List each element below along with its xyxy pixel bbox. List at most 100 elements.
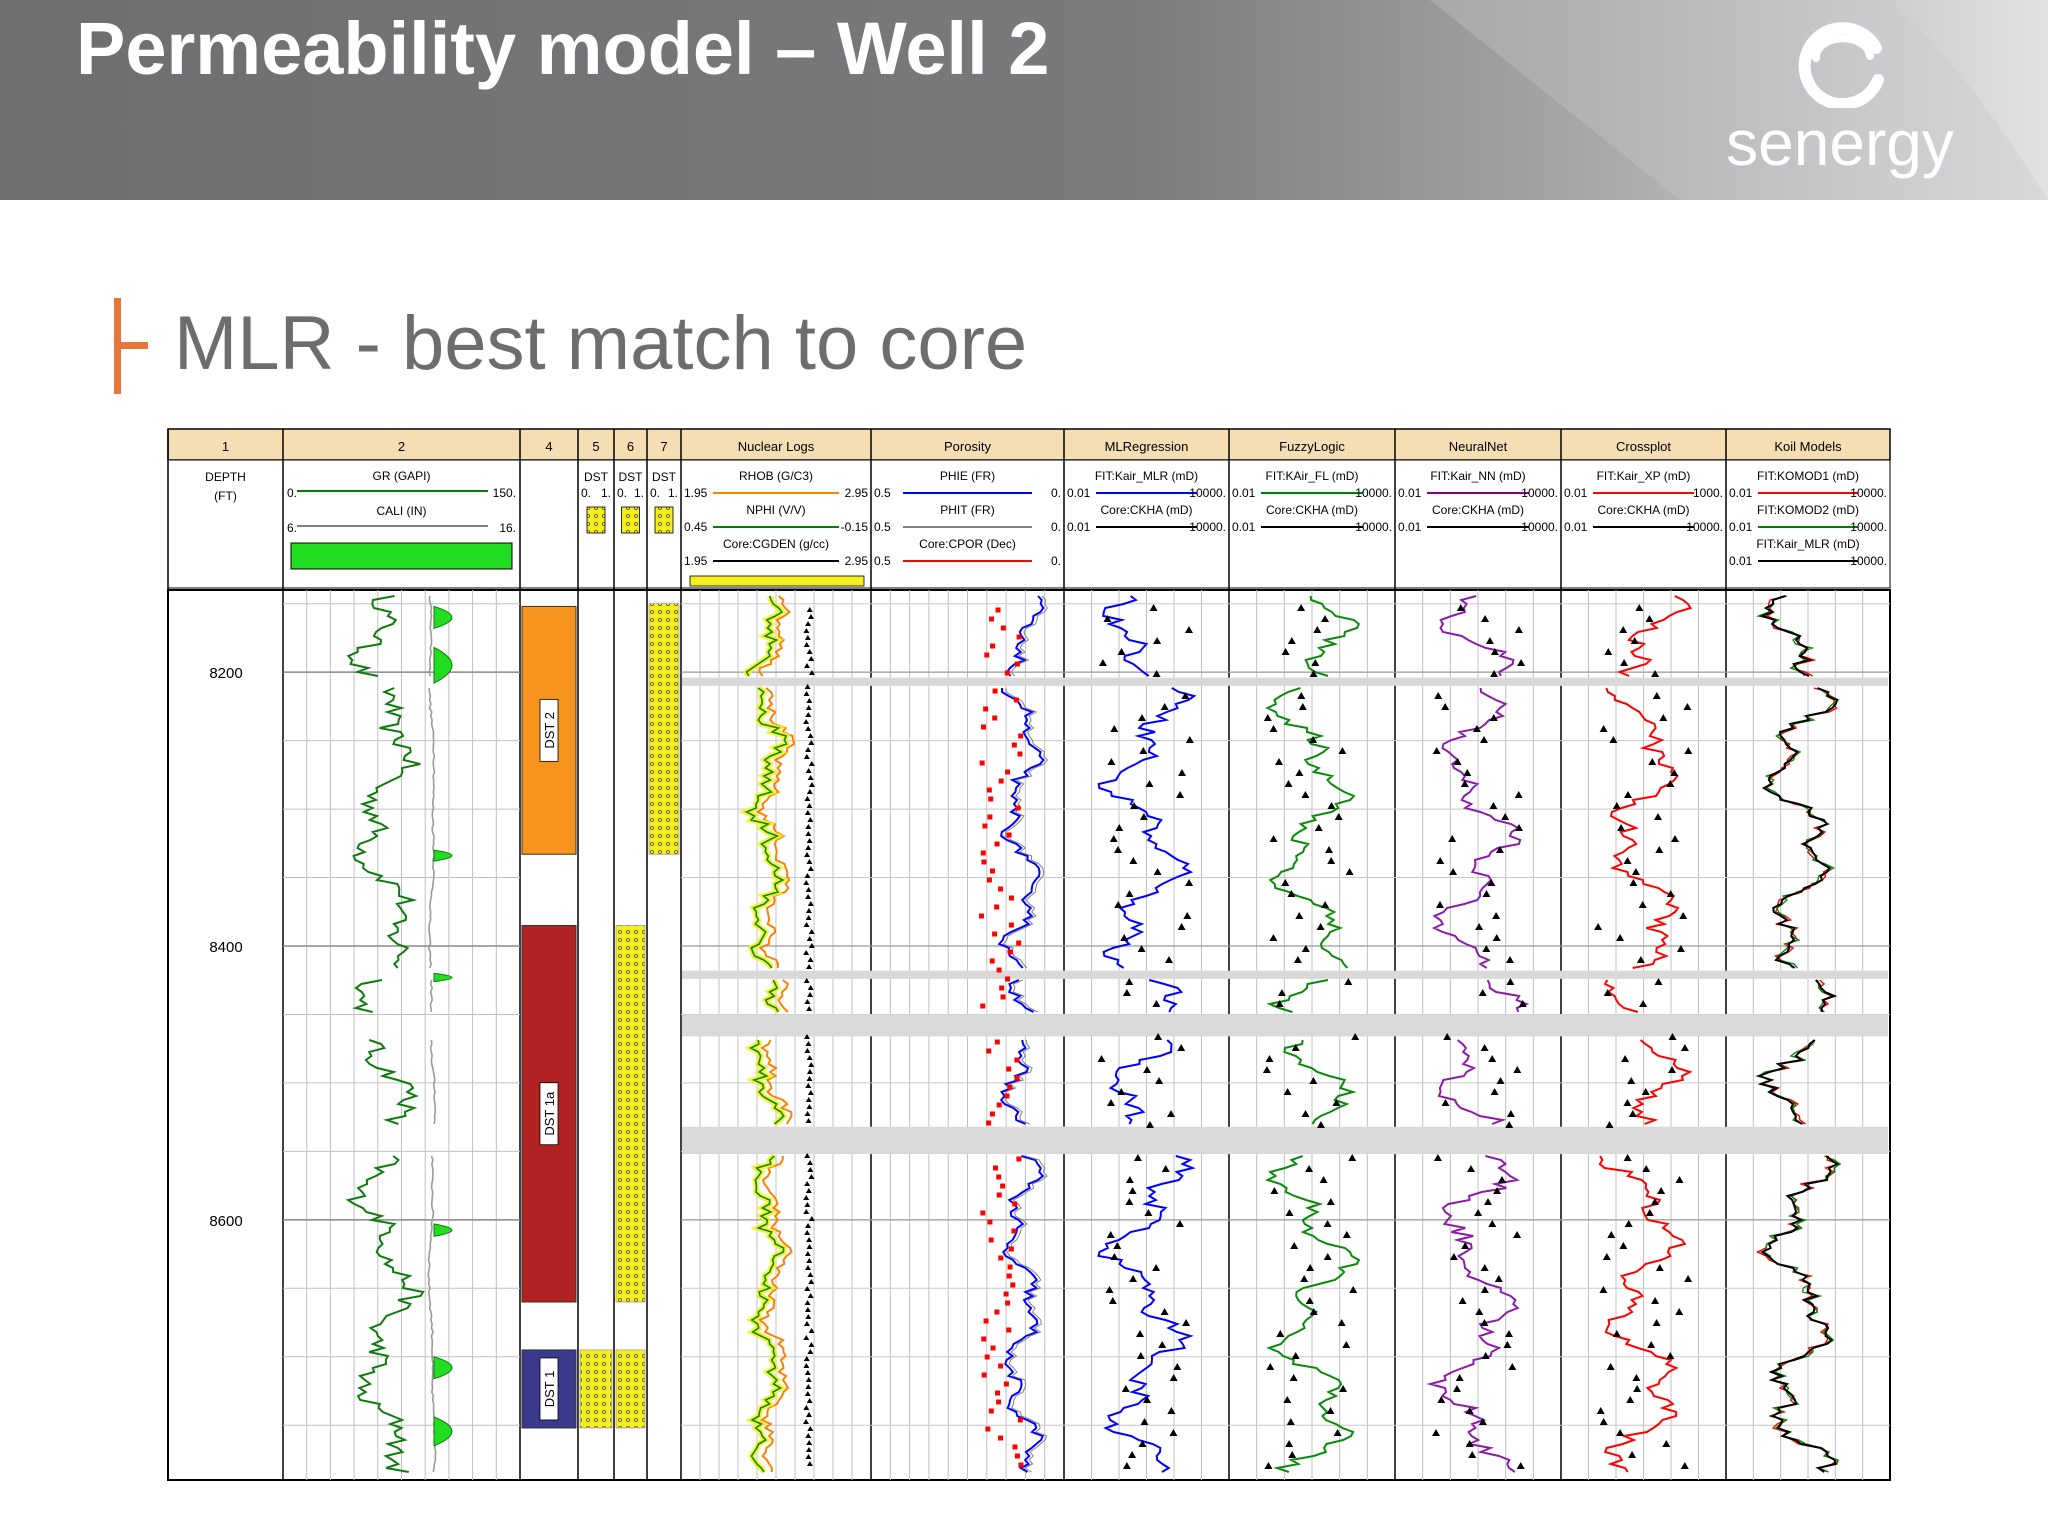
core-grain-density-point [805, 1412, 812, 1417]
core-permeability-point [1472, 725, 1481, 732]
core-permeability-point [1121, 1385, 1130, 1392]
core-permeability-point [1480, 1286, 1489, 1293]
core-porosity-point [981, 859, 987, 865]
core-permeability-point [1139, 813, 1148, 820]
curve-name: FIT:Kair_MLR (mD) [1756, 537, 1859, 551]
core-porosity-point [1012, 1201, 1018, 1207]
core-interval-bar [648, 603, 680, 855]
core-permeability-point [1609, 736, 1618, 743]
core-permeability-point [1133, 1154, 1142, 1161]
core-porosity-point [987, 1219, 993, 1225]
core-grain-density-point [803, 922, 810, 927]
core-permeability-point [1650, 1198, 1659, 1205]
core-grain-density-point [807, 1293, 814, 1298]
curve-scale-left: 0.01 [1398, 520, 1422, 534]
core-permeability-point [1326, 1198, 1335, 1205]
core-permeability-point [1276, 1330, 1285, 1337]
core-porosity-point [1007, 949, 1013, 955]
curve-scale-left: 0.5 [874, 554, 891, 568]
core-permeability-point [1338, 747, 1347, 754]
core-porosity-point [981, 1336, 987, 1342]
core-permeability-point [1616, 1429, 1625, 1436]
core-porosity-point [1014, 661, 1020, 667]
fuzzy-fit-curve [1265, 595, 1361, 1473]
core-grain-density-point [804, 1370, 811, 1375]
curve-name: RHOB (G/C3) [739, 469, 813, 483]
core-permeability-point [1503, 1341, 1512, 1348]
curve-name: NPHI (V/V) [746, 503, 805, 517]
core-porosity-point [1011, 742, 1017, 748]
core-permeability-point [1651, 670, 1660, 677]
core-grain-density-point [804, 810, 811, 815]
core-permeability-point [1492, 934, 1501, 941]
core-permeability-point [1498, 1176, 1506, 1183]
core-permeability-point [1437, 1396, 1446, 1403]
core-permeability-point [1463, 769, 1472, 776]
dst-interval-label: DST 1a [542, 1091, 557, 1136]
core-permeability-point [1655, 1264, 1664, 1271]
core-interval-bar [615, 1349, 646, 1429]
core-porosity-point [996, 1102, 1002, 1108]
core-grain-density-point [804, 1111, 811, 1116]
core-grain-density-point [803, 1363, 810, 1368]
curve-name: FIT:KOMOD1 (mD) [1757, 469, 1859, 483]
core-permeability-point [1633, 1385, 1642, 1392]
curve-name: Core:CKHA (mD) [1432, 503, 1524, 517]
core-permeability-point [1675, 1176, 1684, 1183]
core-permeability-point [1281, 879, 1290, 886]
core-permeability-point [1631, 868, 1640, 875]
core-permeability-point [1129, 857, 1138, 864]
core-permeability-point [1441, 1099, 1450, 1106]
core-porosity-point [983, 1318, 989, 1324]
core-permeability-point [1489, 714, 1498, 721]
core-permeability-point [1122, 989, 1131, 996]
core-grain-density-point [808, 1216, 815, 1221]
core-porosity-point [1005, 1300, 1011, 1306]
track-number: 5 [592, 439, 599, 454]
dst-label-box [539, 1082, 559, 1146]
core-porosity-point [992, 1165, 998, 1171]
core-permeability-point [1298, 703, 1307, 710]
core-grain-density-point [805, 1454, 812, 1459]
core-permeability-point [1654, 813, 1662, 820]
core-permeability-point [1628, 1451, 1637, 1458]
core-permeability-point [1478, 989, 1487, 996]
core-permeability-point [1441, 703, 1450, 710]
core-porosity-point [1003, 1291, 1009, 1297]
core-permeability-point [1436, 857, 1445, 864]
core-permeability-point [1654, 978, 1663, 985]
core-grain-density-point [804, 1307, 811, 1312]
core-grain-density-point [803, 642, 810, 647]
core-permeability-point [1651, 1297, 1660, 1304]
core-grain-density-point [803, 1034, 810, 1039]
core-permeability-point [1458, 1297, 1467, 1304]
core-permeability-point [1129, 1275, 1138, 1282]
core-grain-density-point [804, 663, 811, 668]
core-permeability-point [1638, 901, 1647, 908]
core-permeability-point [1616, 934, 1625, 941]
core-porosity-point [996, 1174, 1002, 1180]
core-grain-density-point [806, 1104, 813, 1109]
core-permeability-point [1475, 923, 1484, 930]
core-permeability-point [1152, 670, 1161, 677]
core-porosity-point [989, 616, 995, 622]
core-porosity-point [996, 1399, 1002, 1405]
core-permeability-point [1659, 714, 1668, 721]
core-permeability-point [1107, 758, 1116, 765]
core-permeability-point [1283, 1088, 1292, 1095]
core-permeability-point [1136, 1352, 1145, 1359]
core-permeability-point [1305, 1297, 1314, 1304]
curve-scale-left: 0.5 [874, 486, 891, 500]
core-grain-density-point [804, 1265, 811, 1270]
curve-name: Core:CGDEN (g/cc) [723, 537, 829, 551]
core-permeability-point [1501, 813, 1510, 820]
core-permeability-point [1345, 868, 1354, 875]
core-permeability-point [1639, 1000, 1648, 1007]
core-grain-density-point [803, 628, 810, 633]
core-permeability-point [1167, 1407, 1176, 1414]
core-permeability-point [1325, 846, 1333, 853]
core-permeability-point [1107, 1099, 1115, 1106]
core-permeability-point [1453, 1385, 1461, 1392]
core-permeability-point [1596, 1407, 1605, 1414]
